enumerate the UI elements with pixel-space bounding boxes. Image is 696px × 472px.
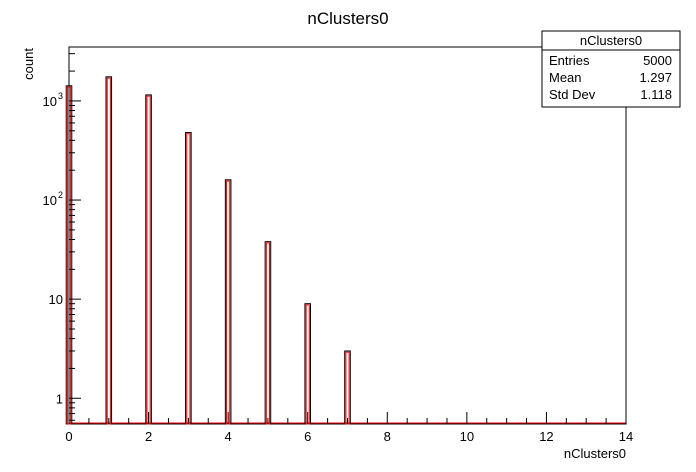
stats-box-title: nClusters0 [580, 33, 642, 48]
y-tick-label: 10 [49, 292, 63, 307]
x-tick-label: 12 [539, 429, 553, 444]
y-tick-label: 10 [43, 94, 57, 109]
histogram-bar [145, 94, 152, 425]
histogram-bar [304, 303, 311, 425]
histogram-bar [105, 76, 113, 425]
histogram-bar [185, 132, 192, 425]
histogram-bar [344, 350, 351, 425]
stats-mean-value: 1.297 [639, 70, 672, 85]
stats-stddev-value: 1.118 [640, 87, 672, 102]
y-tick-exponent: 3 [58, 91, 63, 101]
stats-box: nClusters0 Entries 5000 Mean 1.297 Std D… [541, 30, 681, 108]
y-tick-label: 10 [43, 193, 57, 208]
y-tick-exponent: 2 [58, 190, 63, 200]
x-tick-label: 4 [225, 429, 232, 444]
stats-entries-label: Entries [549, 53, 590, 68]
stats-mean-label: Mean [549, 70, 582, 85]
histogram-bar [224, 179, 232, 425]
stats-stddev-label: Std Dev [549, 87, 596, 102]
x-axis-label: nClusters0 [564, 446, 626, 461]
histogram-bar [264, 241, 272, 425]
x-tick-label: 8 [384, 429, 391, 444]
chart-title: nClusters0 [307, 9, 388, 28]
y-axis-label: count [21, 48, 36, 80]
x-tick-label: 6 [304, 429, 311, 444]
x-tick-label: 2 [145, 429, 152, 444]
stats-entries-value: 5000 [643, 53, 672, 68]
x-tick-label: 10 [460, 429, 474, 444]
x-tick-label: 0 [65, 429, 72, 444]
y-tick-label: 1 [56, 391, 63, 406]
x-tick-label: 14 [619, 429, 633, 444]
